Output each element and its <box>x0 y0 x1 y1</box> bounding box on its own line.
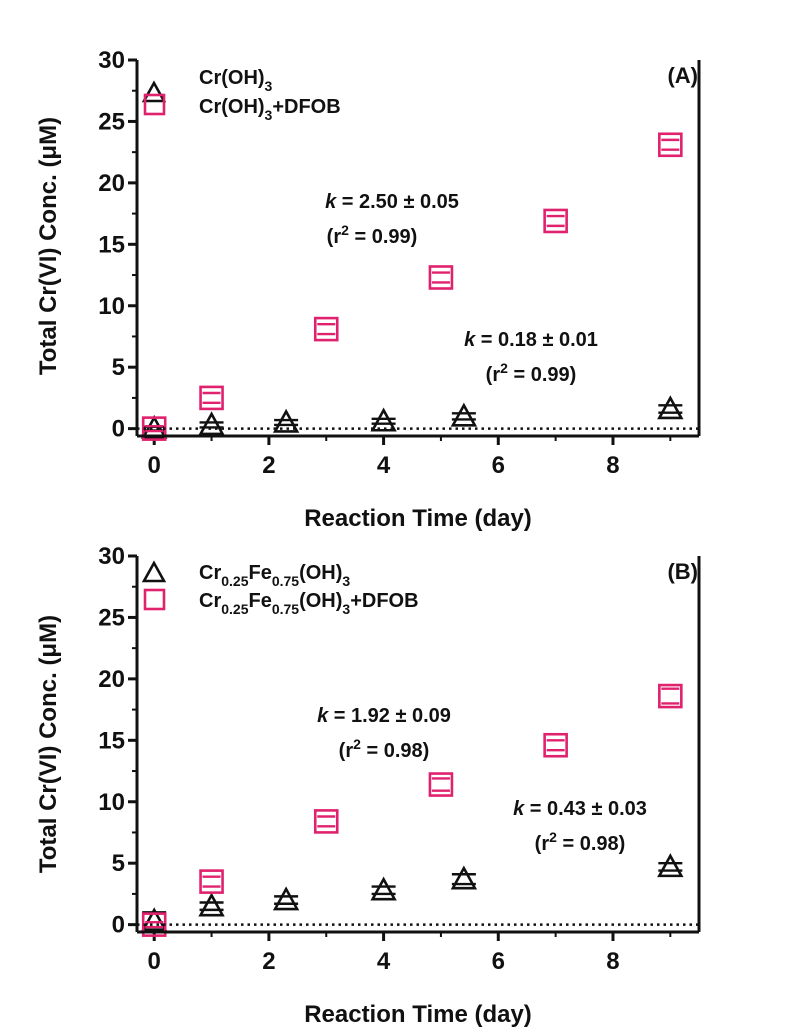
y-tick-label: 30 <box>98 543 125 570</box>
legend-square-marker <box>143 93 166 116</box>
square-point <box>543 732 568 758</box>
x-tick-label: 4 <box>377 452 391 479</box>
y-tick-label: 0 <box>112 912 125 939</box>
triangle-point <box>450 402 478 427</box>
x-tick-label: 8 <box>606 948 619 975</box>
square-point <box>428 772 454 797</box>
panel-b-ticks: 0 2 4 6 8 0 5 10 15 20 25 30 <box>98 543 672 975</box>
y-tick-label: 20 <box>98 666 125 693</box>
triangle-point <box>450 865 478 890</box>
panel-b: 0 2 4 6 8 0 5 10 15 20 25 30 (B) Cr0.25Fe0.75(OH)3 … <box>35 543 701 1028</box>
panel-b-label: (B) <box>667 559 698 584</box>
y-tick-label: 30 <box>98 47 125 74</box>
panel-a-k-annotation-dfob: k = 2.50 ± 0.05 <box>325 191 459 213</box>
panel-b-x-axis-title: Reaction Time (day) <box>304 1001 532 1028</box>
legend-triangle-marker <box>141 80 167 103</box>
legend-item-cr-oh3: Cr(OH)3 <box>199 67 273 94</box>
square-point <box>199 385 224 411</box>
y-tick-label: 5 <box>112 850 125 877</box>
x-tick-label: 0 <box>148 452 161 479</box>
panel-b-y-axis-title: Total Cr(VI) Conc. (μM) <box>35 615 62 873</box>
x-tick-label: 2 <box>262 452 275 479</box>
square-point <box>658 132 683 158</box>
triangle-point <box>198 892 225 917</box>
square-point <box>313 809 339 834</box>
triangle-point <box>272 408 300 433</box>
x-tick-label: 0 <box>148 948 161 975</box>
panel-b-legend: Cr0.25Fe0.75(OH)3 Cr0.25Fe0.75(OH)3+DFOB <box>141 560 419 617</box>
y-tick-label: 20 <box>98 170 125 197</box>
triangle-point <box>370 876 397 901</box>
x-tick-label: 6 <box>492 452 505 479</box>
triangle-point <box>657 395 684 420</box>
triangle-point <box>657 853 684 878</box>
triangle-point <box>370 407 397 432</box>
panel-a-markers <box>141 132 684 441</box>
panel-b-r2-annotation-dfob: (r2 = 0.98) <box>339 736 430 762</box>
square-point <box>428 265 454 290</box>
y-tick-label: 25 <box>98 604 125 631</box>
panel-a-ticks: 0 2 4 6 8 0 5 10 15 20 25 30 <box>98 47 672 479</box>
panel-a: 0 2 4 6 8 0 5 10 15 20 25 30 (A) Cr(OH)3 Cr(OH)3+DF… <box>35 47 701 532</box>
legend-item-cr-oh3-dfob: Cr(OH)3+DFOB <box>199 96 341 123</box>
panel-a-label: (A) <box>667 63 698 88</box>
x-tick-label: 4 <box>377 948 391 975</box>
y-tick-label: 0 <box>112 416 125 443</box>
triangle-point <box>198 411 225 436</box>
square-point <box>199 869 224 894</box>
y-tick-label: 15 <box>98 231 125 258</box>
y-tick-label: 10 <box>98 789 125 816</box>
panel-b-k-annotation-dfob: k = 1.92 ± 0.09 <box>317 705 451 727</box>
legend-item-cr-fe-oh3: Cr0.25Fe0.75(OH)3 <box>199 562 350 589</box>
y-tick-label: 25 <box>98 108 125 135</box>
square-point <box>658 683 683 709</box>
panel-a-legend: Cr(OH)3 Cr(OH)3+DFOB <box>141 67 341 123</box>
x-tick-label: 6 <box>492 948 505 975</box>
panel-a-r2-annotation-dfob: (r2 = 0.99) <box>327 222 418 248</box>
panel-b-k-annotation-bare: k = 0.43 ± 0.03 <box>513 798 647 820</box>
panel-a-r2-annotation-bare: (r2 = 0.99) <box>486 360 577 386</box>
legend-item-cr-fe-oh3-dfob: Cr0.25Fe0.75(OH)3+DFOB <box>199 590 419 617</box>
panel-a-k-annotation-bare: k = 0.18 ± 0.01 <box>464 329 598 351</box>
y-tick-label: 5 <box>112 354 125 381</box>
panel-a-x-axis-title: Reaction Time (day) <box>304 505 532 532</box>
panel-b-r2-annotation-bare: (r2 = 0.98) <box>535 829 626 855</box>
x-tick-label: 8 <box>606 452 619 479</box>
legend-triangle-marker <box>141 560 167 583</box>
y-tick-label: 10 <box>98 293 125 320</box>
triangle-point <box>272 886 300 911</box>
panel-a-y-axis-title: Total Cr(VI) Conc. (μM) <box>35 117 62 375</box>
legend-square-marker <box>143 588 166 611</box>
x-tick-label: 2 <box>262 948 275 975</box>
square-point <box>543 208 568 234</box>
y-tick-label: 15 <box>98 727 125 754</box>
square-point <box>313 316 339 342</box>
panel-b-markers <box>141 683 684 937</box>
